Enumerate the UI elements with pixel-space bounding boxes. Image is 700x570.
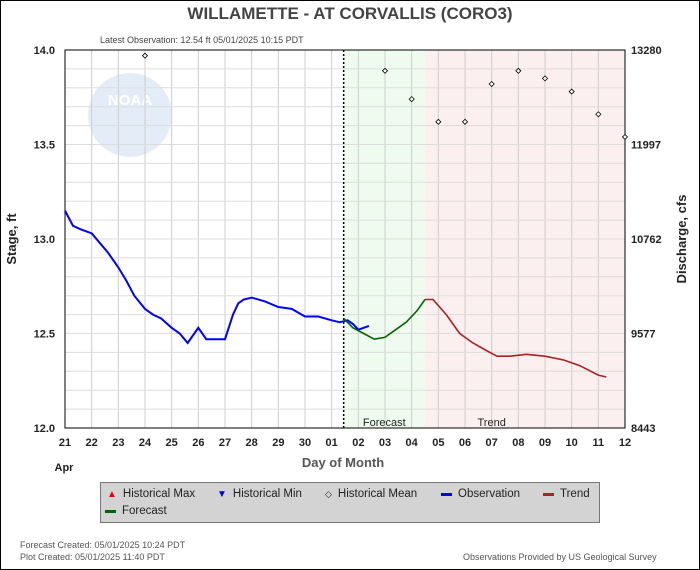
legend-forecast: Forecast (105, 505, 167, 517)
historical-mean-point (381, 67, 389, 74)
x-tick-label: 21 (59, 437, 71, 449)
line-swatch-icon (543, 492, 554, 496)
x-tick-label: 06 (459, 437, 471, 449)
y-tick-label: 12.5 (34, 329, 55, 341)
legend-label: Historical Max (122, 488, 196, 500)
usgs-credit: Observations Provided by US Geological S… (463, 552, 657, 562)
legend-label: Forecast (122, 505, 167, 517)
x-tick-label: 28 (246, 437, 258, 449)
historical-mean-point (408, 96, 415, 103)
x-tick-label: 25 (166, 437, 178, 449)
historical-mean-point (141, 52, 149, 59)
series-observation-line (64, 210, 370, 345)
x-tick-label: 23 (112, 437, 124, 449)
y-right-tick-label: 13280 (631, 45, 662, 57)
legend-historical-max: ▲ Historical Max (107, 488, 195, 500)
y-right-tick-label: 9577 (631, 329, 655, 341)
historical-mean-point (488, 80, 495, 88)
region-label-forecast: Forecast (363, 417, 406, 429)
triangle-up-icon: ▲ (107, 488, 117, 500)
series-forecast-line (343, 299, 426, 341)
series-trend-line (425, 298, 607, 378)
legend-historical-min: ▼ Historical Min (217, 488, 302, 500)
y-right-axis-title: Discharge, cfs (674, 195, 689, 284)
x-tick-label: 10 (566, 437, 578, 449)
latest-observation: Latest Observation: 12.54 ft 05/01/2025 … (100, 35, 304, 45)
y-right-tick-label: 8443 (631, 423, 655, 435)
x-tick-label: 07 (486, 437, 498, 449)
historical-mean-point (568, 88, 575, 95)
line-swatch-icon (441, 492, 452, 496)
legend-trend: Trend (543, 488, 590, 500)
x-tick-label: 09 (539, 437, 551, 449)
historical-mean-point (541, 75, 549, 82)
x-tick-label: 04 (406, 437, 419, 449)
historical-mean-point (621, 133, 629, 141)
plot-created: Plot Created: 05/01/2025 11:40 PDT (20, 552, 165, 562)
x-tick-label: 05 (432, 437, 444, 449)
legend: ▲ Historical Max ▼ Historical Min ◇ Hist… (100, 482, 600, 523)
x-axis-title: Day of Month (302, 455, 384, 470)
historical-mean-point (515, 67, 522, 74)
noaa-logo-icon (88, 73, 172, 157)
forecast-created: Forecast Created: 05/01/2025 10:24 PDT (20, 540, 186, 550)
historical-mean-point (461, 118, 469, 125)
x-axis-month-label: Apr (55, 462, 75, 474)
region-label-trend: Trend (478, 417, 506, 429)
y-tick-label: 14.0 (34, 45, 55, 57)
legend-label: Historical Min (232, 488, 302, 500)
x-tick-label: 30 (299, 437, 311, 449)
y-tick-label: 13.5 (34, 140, 55, 152)
x-tick-label: 08 (512, 437, 524, 449)
x-tick-label: 11 (593, 437, 605, 449)
y-right-tick-label: 11997 (631, 140, 661, 152)
y-right-tick-label: 10762 (631, 234, 662, 246)
x-tick-label: 01 (326, 437, 338, 449)
legend-label: Observation (458, 488, 521, 500)
legend-historical-mean: ◇ Historical Mean (325, 488, 417, 500)
x-tick-label: 24 (139, 437, 152, 449)
y-tick-label: 13.0 (34, 234, 55, 246)
x-tick-label: 27 (219, 437, 231, 449)
noaa-logo-text: NOAA (108, 92, 152, 109)
x-tick-label: 22 (86, 437, 98, 449)
plot-area-border (64, 49, 626, 429)
x-tick-label: 03 (379, 437, 391, 449)
x-tick-label: 29 (272, 437, 284, 449)
chart-title: WILLAMETTE - AT CORVALLIS (CORO3) (187, 4, 513, 23)
historical-mean-point (595, 111, 602, 118)
x-tick-label: 02 (352, 437, 364, 449)
legend-label: Trend (560, 488, 590, 500)
diamond-icon: ◇ (325, 488, 332, 499)
x-tick-label: 12 (619, 437, 631, 449)
y-axis-title: Stage, ft (4, 213, 19, 265)
triangle-down-icon: ▼ (217, 488, 227, 500)
line-swatch-icon (105, 509, 116, 513)
legend-label: Historical Mean (337, 488, 418, 500)
x-tick-label: 26 (192, 437, 204, 449)
y-tick-label: 12.0 (34, 423, 55, 435)
legend-observation: Observation (441, 488, 520, 500)
historical-mean-point (435, 118, 442, 125)
